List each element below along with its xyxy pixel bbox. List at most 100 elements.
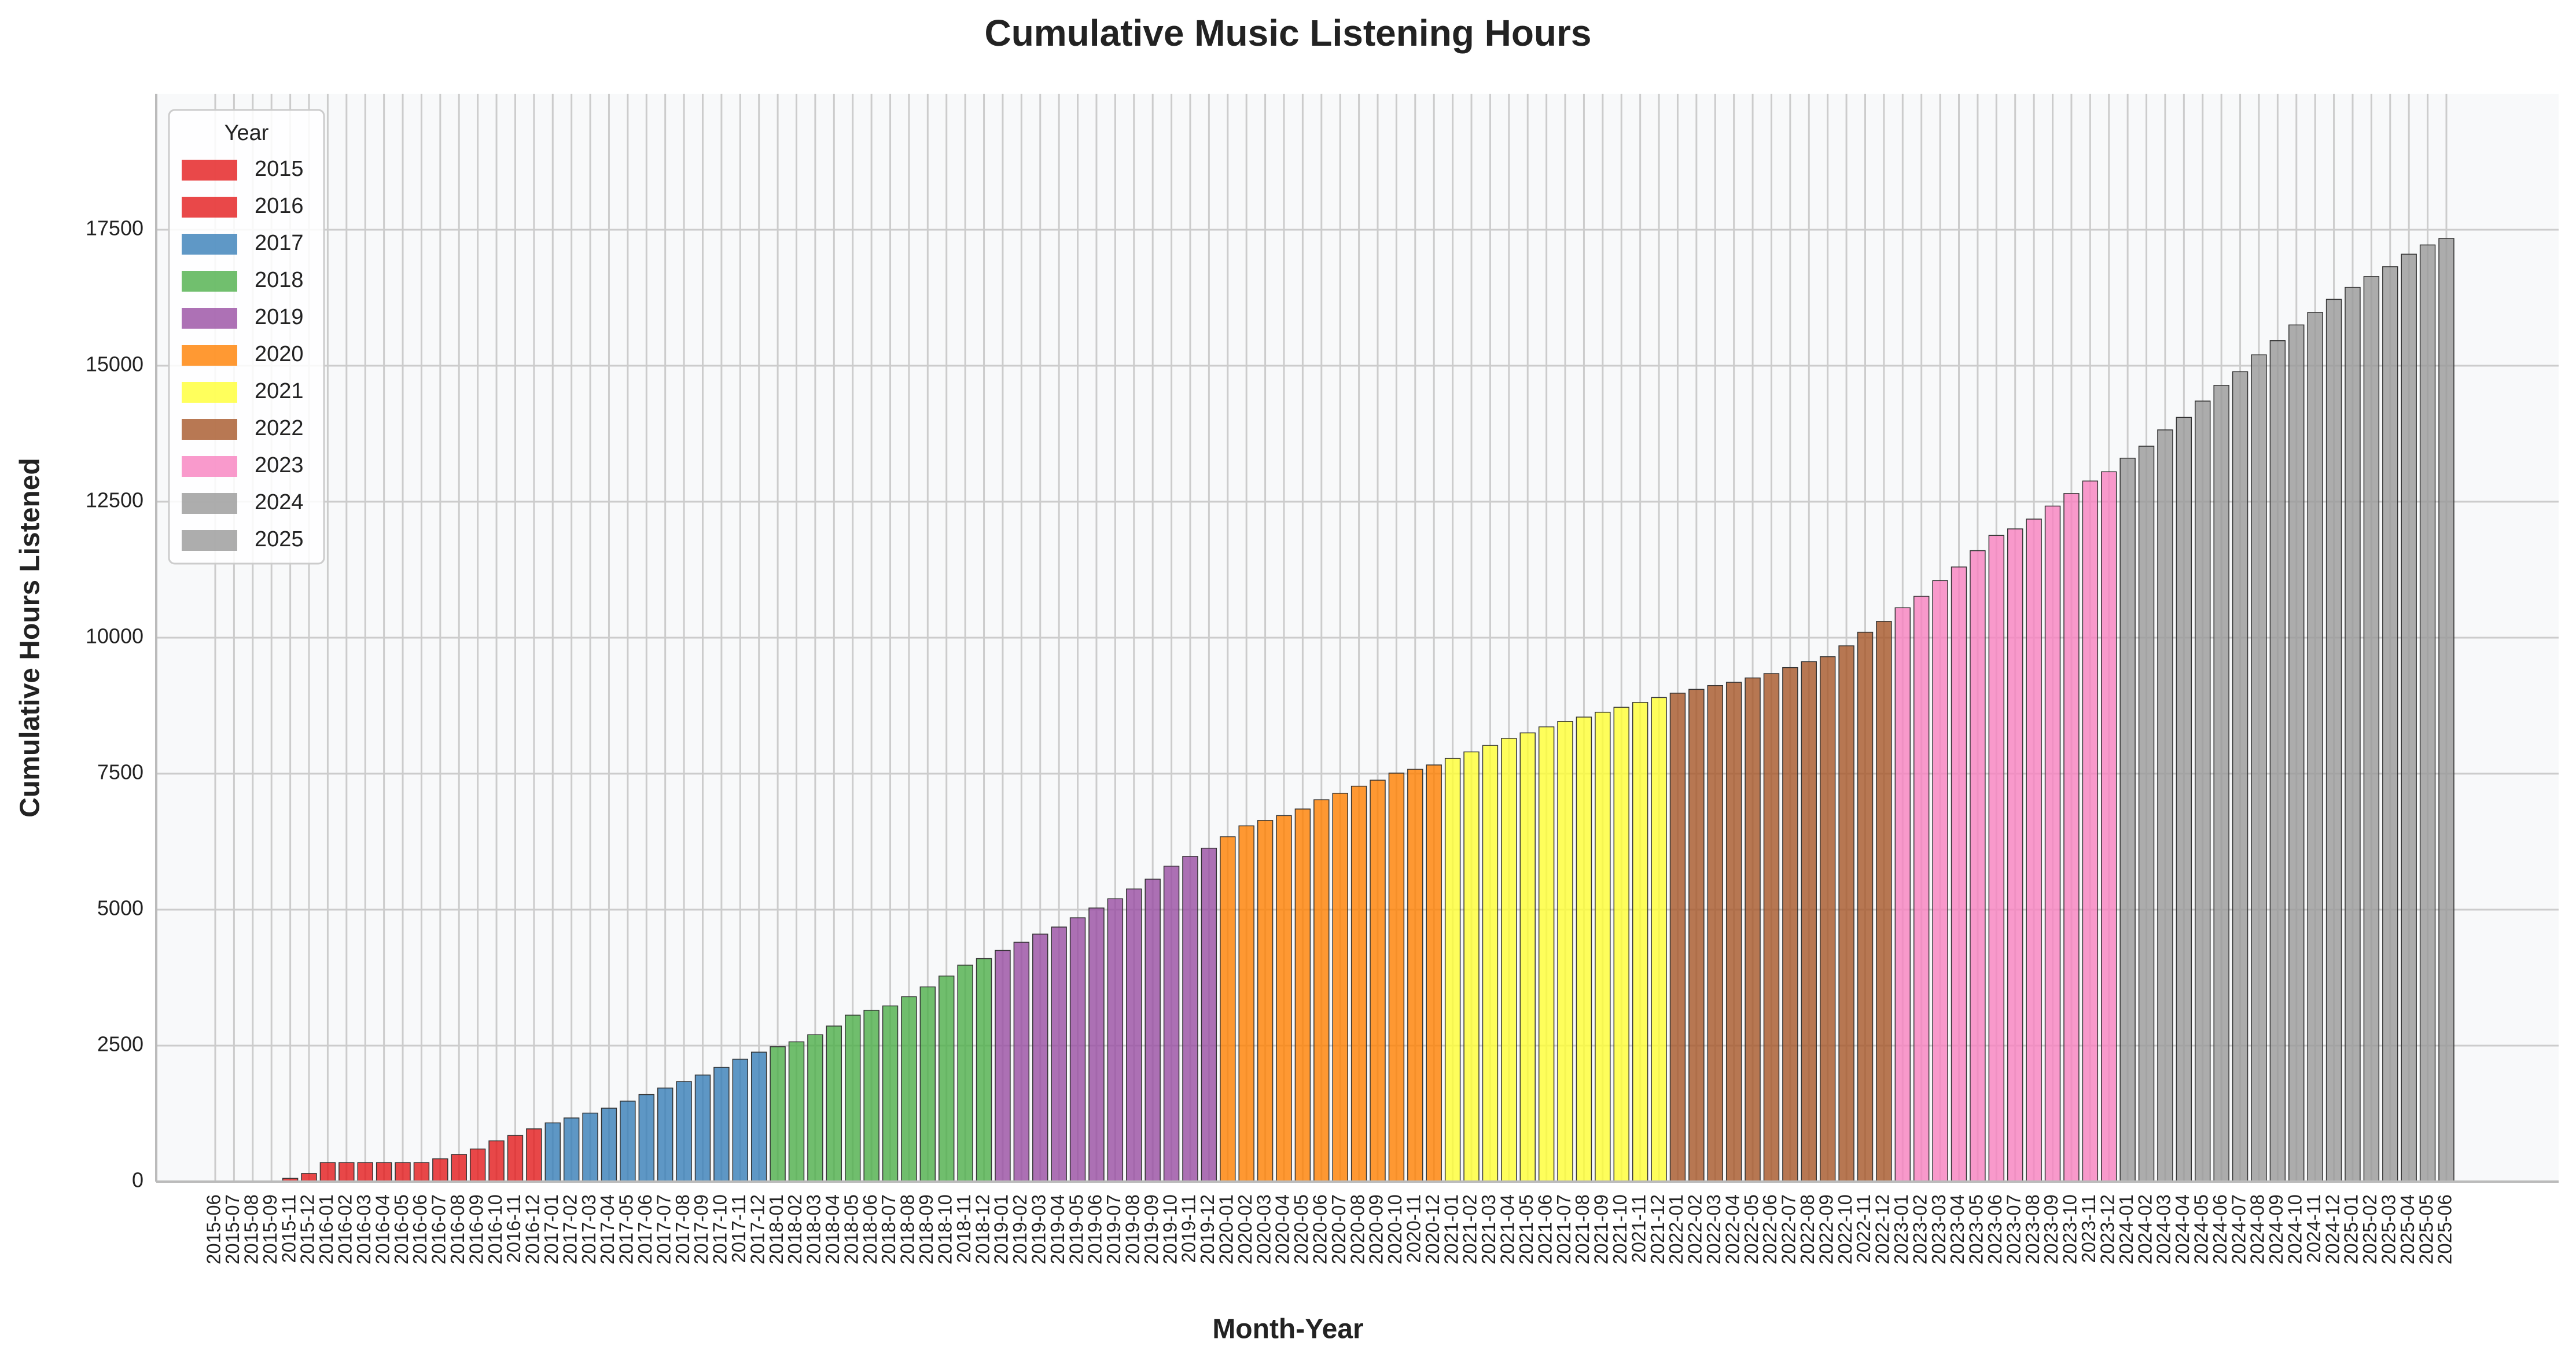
bar: [1932, 580, 1948, 1182]
x-tick-label: 2023-10: [2059, 1194, 2081, 1264]
x-tick-label: 2016-07: [428, 1194, 450, 1264]
x-tick-label: 2022-10: [1834, 1194, 1856, 1264]
x-tick-label: 2017-04: [597, 1194, 618, 1264]
legend-swatch: [182, 234, 237, 255]
bar: [1257, 820, 1274, 1182]
x-tick-label: 2018-07: [878, 1194, 899, 1264]
x-tick-label: 2019-01: [991, 1194, 1012, 1264]
x-tick-label: 2023-04: [1946, 1194, 1968, 1264]
x-tick-label: 2018-11: [953, 1194, 974, 1263]
legend-title: Year: [225, 121, 269, 145]
bar: [2101, 471, 2117, 1182]
x-tick-label: 2025-06: [2434, 1194, 2456, 1264]
x-tick-label: 2016-05: [391, 1194, 412, 1264]
bar: [432, 1158, 448, 1182]
bar: [1557, 721, 1573, 1182]
x-tick-label: 2023-03: [1928, 1194, 1949, 1264]
x-tick-label: 2016-11: [503, 1194, 524, 1263]
x-tick-label: 2024-07: [2228, 1194, 2249, 1264]
x-tick-label: 2025-05: [2415, 1194, 2437, 1264]
x-tick-label: 2021-09: [1591, 1194, 1612, 1264]
bar: [319, 1162, 336, 1182]
x-tick-label: 2017-11: [728, 1194, 749, 1263]
bar: [901, 996, 917, 1182]
bar: [919, 986, 936, 1182]
bar: [2288, 324, 2305, 1182]
x-tick-label: 2023-02: [1909, 1194, 1930, 1264]
x-tick-label: 2019-04: [1047, 1194, 1068, 1264]
x-tick-label: 2024-08: [2247, 1194, 2268, 1264]
x-tick-label: 2025-04: [2397, 1194, 2418, 1264]
x-tick-label: 2016-08: [447, 1194, 468, 1264]
bar: [1707, 685, 1723, 1182]
bar: [713, 1066, 730, 1182]
bar: [1801, 661, 1817, 1182]
bar: [1613, 707, 1629, 1182]
bar: [1370, 779, 1386, 1182]
bar: [1126, 888, 1142, 1182]
bar: [2157, 429, 2173, 1182]
legend-label: 2016: [255, 194, 304, 218]
bar: [2307, 312, 2323, 1182]
x-tick-label: 2018-05: [840, 1194, 862, 1264]
x-tick-label: 2024-06: [2209, 1194, 2231, 1264]
bar: [1332, 793, 1348, 1182]
x-tick-label: 2022-01: [1665, 1194, 1687, 1264]
bar: [638, 1094, 654, 1182]
x-tick-label: 2023-09: [2040, 1194, 2062, 1264]
bar: [1220, 836, 1236, 1182]
bar: [1763, 673, 1780, 1182]
x-tick-label: 2016-09: [465, 1194, 487, 1264]
bar: [2176, 417, 2192, 1182]
x-tick-label: 2020-08: [1346, 1194, 1368, 1264]
x-tick-label: 2020-06: [1309, 1194, 1331, 1264]
x-tick-label: 2017-12: [746, 1194, 768, 1264]
x-tick-label: 2024-04: [2172, 1194, 2193, 1264]
x-tick-label: 2015-09: [259, 1194, 281, 1264]
bar: [2269, 340, 2286, 1182]
bar: [526, 1128, 542, 1182]
bar: [1276, 815, 1292, 1182]
x-tick-label: 2021-10: [1609, 1194, 1631, 1264]
x-tick-label: 2017-06: [634, 1194, 656, 1264]
x-tick-label: 2024-01: [2115, 1194, 2137, 1264]
bar: [882, 1005, 899, 1182]
x-tick-label: 2018-01: [766, 1194, 787, 1264]
bar: [507, 1135, 524, 1182]
x-tick-label: 2022-06: [1759, 1194, 1780, 1264]
legend-label: 2019: [255, 305, 304, 329]
bar: [413, 1162, 430, 1182]
bar: [1819, 656, 1836, 1182]
x-tick-label: 2020-02: [1234, 1194, 1256, 1264]
bar: [1032, 933, 1048, 1182]
x-tick-label: 2021-11: [1628, 1194, 1649, 1263]
x-tick-label: 2016-10: [484, 1194, 506, 1264]
y-tick-label: 5000: [97, 896, 143, 920]
y-tick-label: 15000: [86, 352, 143, 376]
x-tick-label: 2016-12: [522, 1194, 543, 1264]
x-tick-label: 2016-03: [353, 1194, 374, 1264]
x-tick-label: 2021-04: [1497, 1194, 1518, 1264]
legend-label: 2021: [255, 379, 304, 403]
x-tick-label: 2015-07: [222, 1194, 243, 1264]
bar: [2438, 238, 2454, 1182]
bar: [1145, 878, 1161, 1182]
x-tick-label: 2020-01: [1216, 1194, 1237, 1264]
axes: 0 2500 5000 7500 10000 12500 15000 17500 2015-06…: [86, 94, 2559, 1264]
bar: [2363, 276, 2380, 1182]
x-tick-label: 2019-09: [1140, 1194, 1162, 1264]
bar: [807, 1034, 823, 1182]
x-tick-label: 2022-12: [1872, 1194, 1893, 1264]
legend-swatch: [182, 345, 237, 366]
x-tick-label: 2019-05: [1065, 1194, 1087, 1264]
bar: [2232, 371, 2249, 1182]
legend-label: 2023: [255, 453, 304, 477]
x-tick-label: 2017-08: [672, 1194, 693, 1264]
bar: [1350, 785, 1367, 1182]
x-tick-label: 2015-11: [278, 1194, 299, 1263]
legend-box: [168, 109, 325, 565]
x-tick-label: 2017-10: [709, 1194, 731, 1264]
bar: [788, 1041, 805, 1182]
legend-label: 2020: [255, 342, 304, 366]
bar: [1538, 726, 1555, 1182]
